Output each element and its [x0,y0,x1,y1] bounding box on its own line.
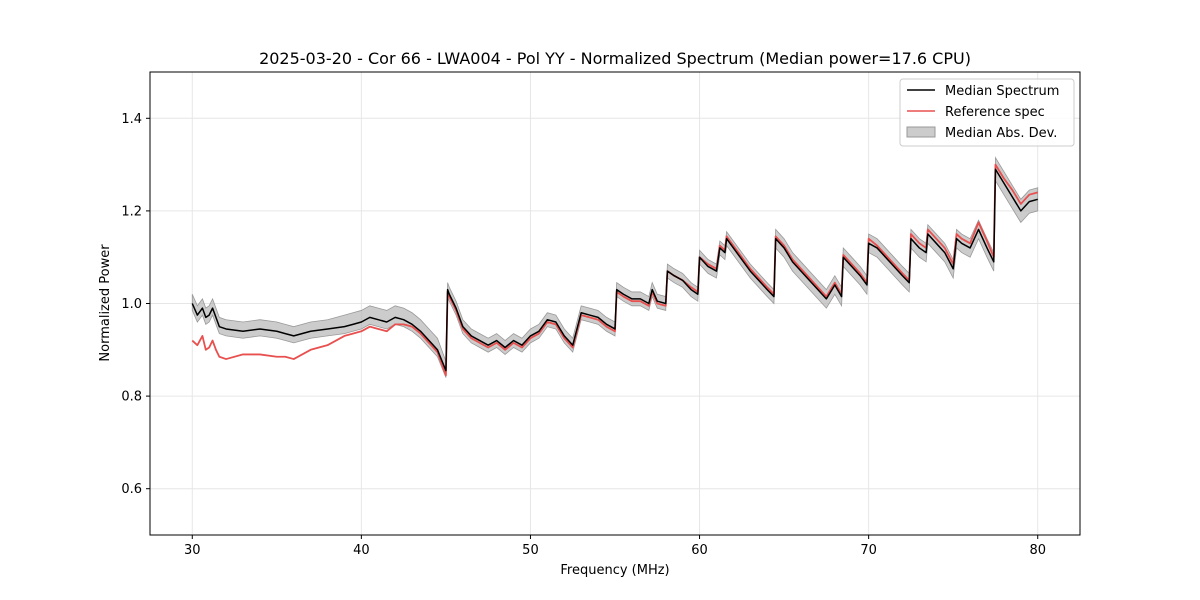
legend-mad-label: Median Abs. Dev. [945,126,1057,141]
y-tick-label: 0.8 [121,390,142,405]
x-tick-label: 70 [860,543,877,558]
reference-spectrum-line [191,163,1038,377]
legend-median-label: Median Spectrum [945,84,1059,99]
x-tick-label: 50 [522,543,539,558]
y-tick-label: 1.4 [121,112,142,127]
x-axis-label: Frequency (MHz) [560,563,669,578]
chart-title: 2025-03-20 - Cor 66 - LWA004 - Pol YY - … [259,49,971,68]
legend-box [899,78,1075,147]
x-tick-label: 40 [353,543,370,558]
x-tick-label: 30 [184,543,201,558]
median-spectrum-line [191,168,1038,372]
x-tick-label: 60 [691,543,708,558]
x-tick-label: 80 [1029,543,1046,558]
x-axis-ticks: 30 40 50 60 70 80 [184,535,1046,558]
y-tick-label: 1.0 [121,297,142,312]
reference-series [191,163,1038,377]
y-axis-label: Normalized Power [98,244,113,362]
mad-band-area [191,156,1039,378]
grid [150,72,1080,535]
median-series [191,168,1038,372]
y-axis-ticks: 0.6 0.8 1.0 1.2 1.4 [121,112,150,497]
legend-reference-label: Reference spec [945,105,1045,120]
legend: Median Spectrum Reference spec Median Ab… [899,78,1075,147]
mad-band [191,156,1039,378]
y-tick-label: 1.2 [121,204,142,219]
legend-mad-swatch [906,126,936,138]
y-tick-label: 0.6 [121,482,142,497]
